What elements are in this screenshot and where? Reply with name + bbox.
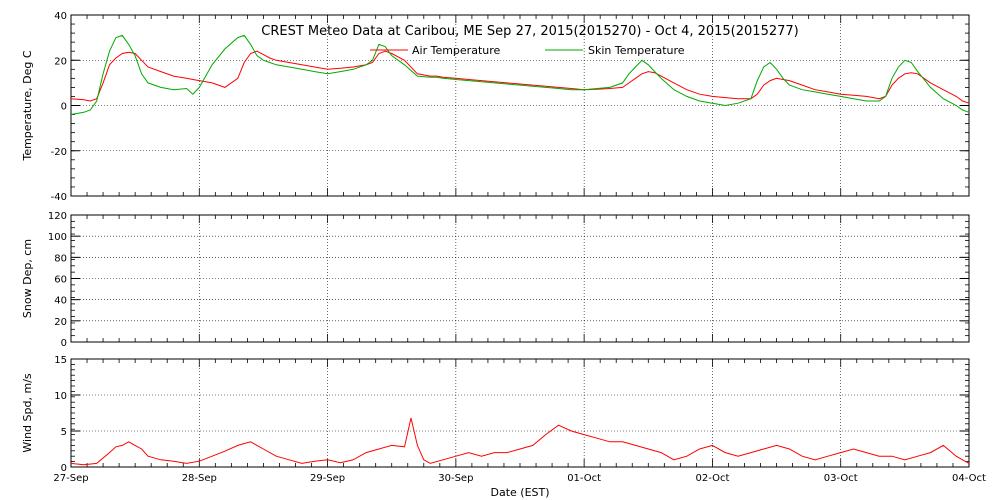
- y-axis-label: Temperature, Deg C: [21, 50, 34, 161]
- x-tick-label: 28-Sep: [182, 473, 217, 484]
- x-tick-label: 03-Oct: [824, 473, 858, 484]
- legend-skin-label: Skin Temperature: [588, 44, 685, 57]
- y-axis-label: Snow Dep, cm: [21, 239, 34, 318]
- x-tick-label: 30-Sep: [438, 473, 473, 484]
- x-tick-label: 02-Oct: [695, 473, 729, 484]
- y-tick-label: 80: [54, 253, 67, 264]
- y-tick-label: -40: [51, 192, 67, 203]
- y-tick-label: 20: [54, 317, 67, 328]
- y-tick-label: 40: [54, 11, 67, 22]
- temperature-panel: -40 -20 0 20 40 Temperature, Deg C: [21, 11, 970, 203]
- y-tick-label: 20: [54, 56, 67, 67]
- series-line-air-temperature: [70, 50, 970, 104]
- snow-depth-panel: 0 20 40 60 80 100 120 Snow Dep, cm: [21, 211, 970, 349]
- y-tick-label: 120: [48, 211, 67, 222]
- series-line-skin-temperature: [70, 34, 970, 115]
- y-axis-label: Wind Spd, m/s: [21, 373, 34, 453]
- legend-air-label: Air Temperature: [412, 44, 501, 57]
- y-tick-label: 15: [54, 355, 67, 366]
- y-tick-label: 40: [54, 296, 67, 307]
- y-tick-label: 0: [61, 338, 67, 349]
- x-axis-label: Date (EST): [490, 486, 549, 499]
- x-tick-label: 01-Oct: [567, 473, 601, 484]
- x-tick-label: 27-Sep: [53, 473, 88, 484]
- plot-frame: [70, 14, 970, 197]
- y-tick-label: 10: [54, 391, 67, 402]
- plot-frame: [70, 214, 970, 343]
- legend: Air Temperature Skin Temperature: [370, 44, 685, 57]
- y-tick-label: -20: [51, 147, 67, 158]
- plot-frame: [70, 358, 970, 468]
- y-tick-label: 100: [48, 232, 67, 243]
- x-tick-label: 29-Sep: [310, 473, 345, 484]
- y-tick-label: 0: [61, 463, 67, 474]
- wind-speed-panel: 0 5 10 15 Wind Spd, m/s 27-Sep 28-Sep 29-Sep 30-…: [21, 355, 986, 484]
- x-tick-label: 04-Oct: [952, 473, 986, 484]
- y-tick-label: 60: [54, 275, 67, 286]
- series-line-wind-speed: [70, 417, 970, 466]
- chart-title: CREST Meteo Data at Caribou, ME Sep 27, …: [261, 24, 798, 39]
- y-tick-label: 5: [61, 427, 67, 438]
- y-tick-label: 0: [61, 102, 67, 113]
